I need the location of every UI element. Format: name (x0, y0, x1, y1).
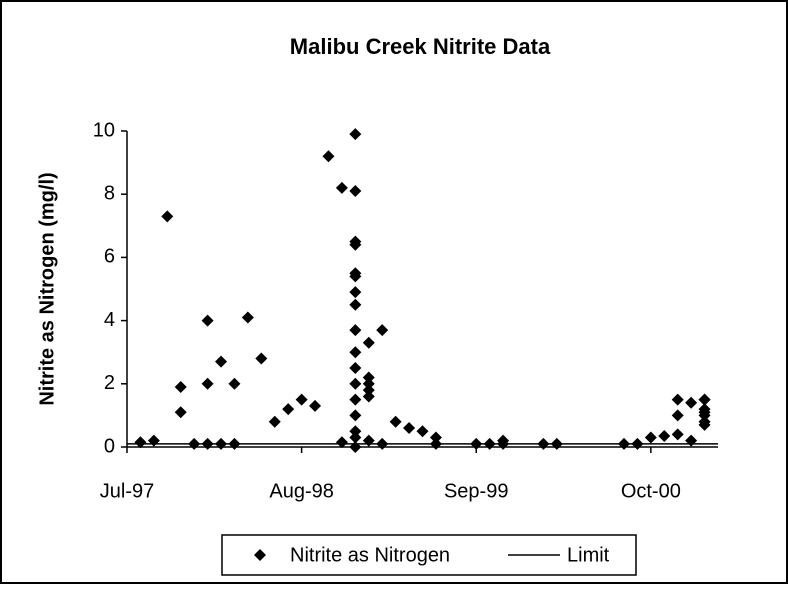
legend-label: Nitrite as Nitrogen (290, 544, 450, 566)
data-point (295, 393, 308, 406)
data-point (362, 384, 375, 397)
data-point (349, 377, 362, 390)
data-point (349, 238, 362, 251)
legend-label: Limit (567, 544, 610, 566)
chart-title: Malibu Creek Nitrite Data (290, 34, 551, 59)
data-point (671, 393, 684, 406)
x-tick-label: Jul-97 (100, 480, 154, 502)
data-point (349, 298, 362, 311)
data-point (685, 396, 698, 409)
y-tick-label: 2 (104, 372, 115, 394)
data-point (389, 415, 402, 428)
data-point (349, 362, 362, 374)
y-axis-label: Nitrite as Nitrogen (mg/l) (36, 172, 58, 405)
legend (221, 534, 637, 576)
data-point (309, 399, 322, 412)
data-point (349, 185, 362, 198)
data-point (362, 377, 375, 390)
data-point (322, 150, 335, 163)
y-tick-label: 0 (104, 435, 115, 457)
data-point (429, 431, 442, 444)
data-point (658, 429, 671, 442)
data-point (362, 371, 375, 384)
data-point (268, 415, 281, 428)
data-point (349, 425, 362, 438)
data-point (201, 314, 214, 327)
data-point (698, 409, 711, 422)
data-point (403, 422, 416, 435)
data-point (349, 346, 362, 359)
data-point (335, 436, 348, 449)
data-point (349, 286, 362, 299)
data-point (349, 324, 362, 337)
data-point (698, 415, 711, 428)
data-point (282, 403, 295, 416)
data-point (349, 393, 362, 406)
data-point (349, 270, 362, 283)
data-point (201, 377, 214, 390)
data-point (698, 393, 711, 406)
data-point (376, 324, 389, 337)
data-point (671, 428, 684, 441)
legend-marker (254, 549, 266, 561)
data-point (349, 128, 362, 141)
data-point (161, 210, 174, 223)
data-point (362, 336, 375, 349)
data-point (215, 355, 228, 368)
x-tick-label: Oct-00 (621, 480, 681, 502)
y-tick-label: 8 (104, 182, 115, 204)
data-point (134, 436, 147, 449)
data-point (174, 380, 187, 393)
data-point (416, 425, 429, 438)
data-point (362, 390, 375, 403)
data-point (335, 181, 348, 194)
data-point (671, 409, 684, 422)
data-point (241, 311, 254, 324)
data-point (644, 431, 657, 444)
y-tick-label: 10 (93, 119, 115, 141)
x-tick-label: Aug-98 (269, 480, 334, 502)
data-point (228, 377, 241, 390)
y-tick-label: 6 (104, 246, 115, 268)
data-point (255, 352, 268, 365)
data-point (349, 431, 362, 444)
x-tick-label: Sep-99 (444, 480, 509, 502)
y-tick-label: 4 (104, 309, 115, 331)
data-point (349, 409, 362, 422)
data-point (174, 406, 187, 419)
